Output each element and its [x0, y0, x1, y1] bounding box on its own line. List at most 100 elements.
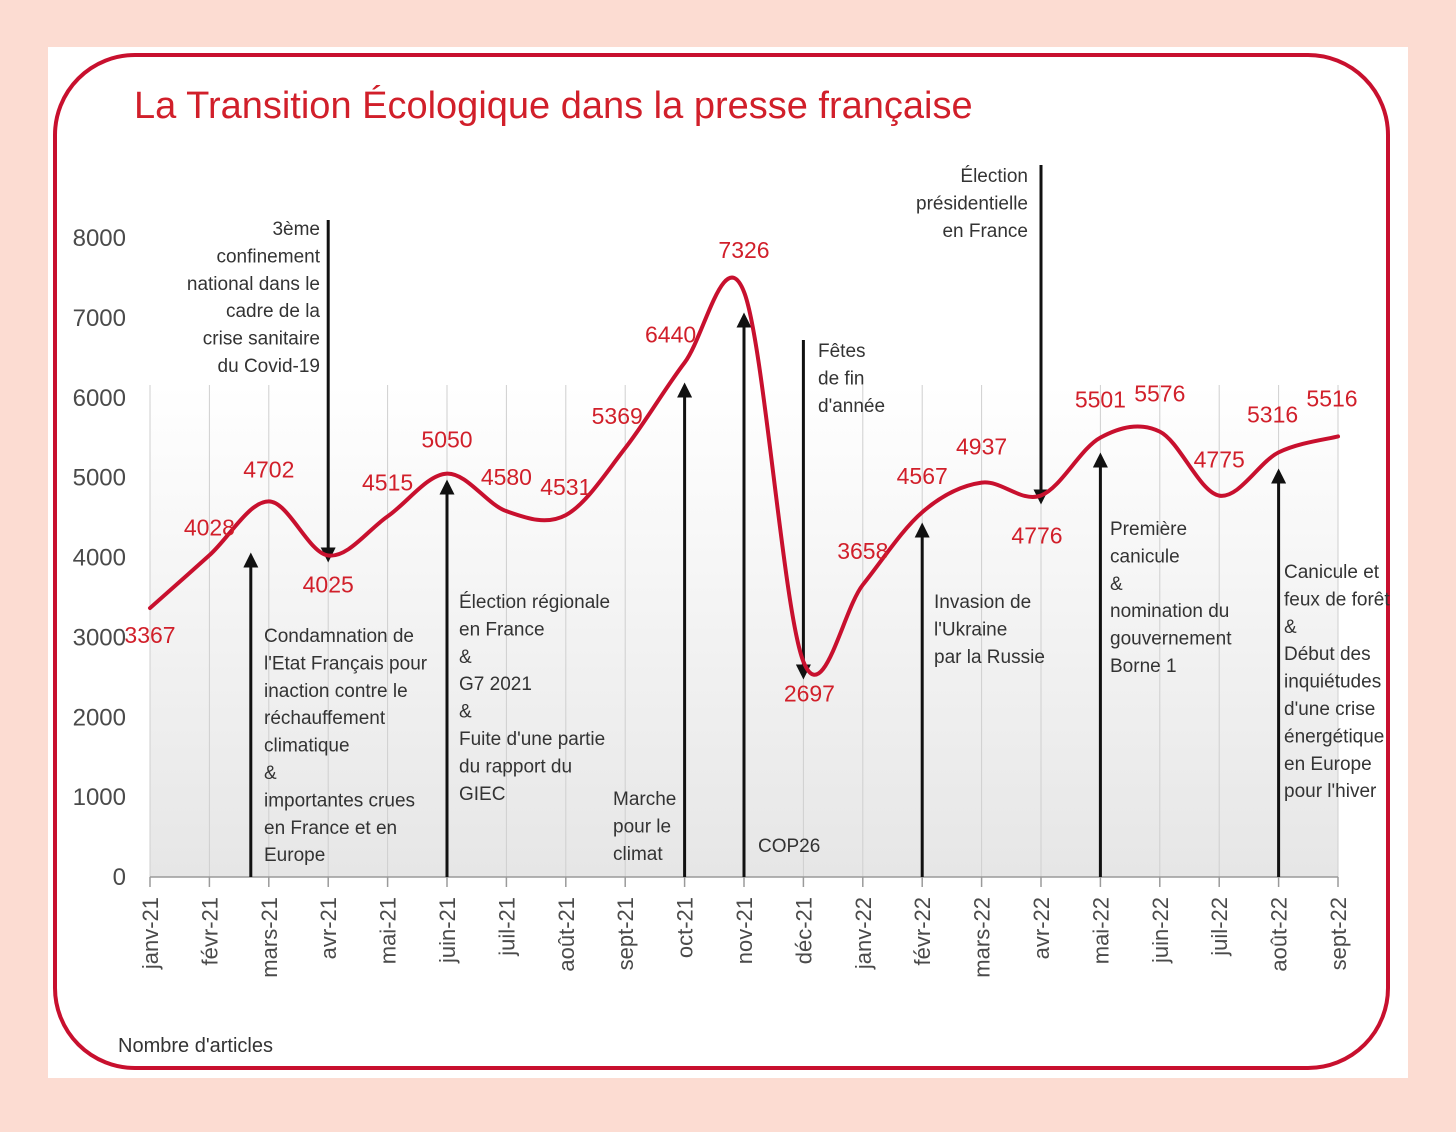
data-label: 4025	[303, 572, 354, 598]
data-label: 3658	[837, 538, 888, 564]
x-tick-label: mars-22	[970, 897, 995, 978]
annotation-text: confinement	[216, 246, 320, 267]
data-label: 5516	[1306, 385, 1357, 411]
annotation-text: G7 2021	[459, 674, 532, 695]
annotation-text: &	[264, 763, 277, 784]
annotation-text: en France	[459, 619, 545, 640]
annotation-text: d'année	[818, 396, 885, 417]
data-point	[862, 584, 864, 586]
data-point	[446, 473, 448, 475]
data-point	[505, 510, 507, 512]
y-tick-label: 4000	[73, 545, 126, 572]
data-label: 4702	[243, 456, 294, 482]
annotation-text: de fin	[818, 368, 864, 389]
y-tick-label: 6000	[73, 385, 126, 412]
x-tick-label: sept-21	[613, 897, 638, 970]
annotation-text: crise sanitaire	[203, 329, 320, 350]
annotation-text: COP26	[758, 836, 820, 857]
chart-title: La Transition Écologique dans la presse …	[134, 84, 973, 127]
card-frame	[53, 53, 1390, 1070]
data-point	[743, 291, 745, 293]
annotation-text: du rapport du	[459, 756, 572, 777]
data-point	[1278, 451, 1280, 453]
data-point	[624, 447, 626, 449]
y-tick-label: 2000	[73, 704, 126, 731]
annotation-text: Condamnation de	[264, 626, 414, 647]
x-tick-label: mai-21	[376, 897, 401, 964]
annotation-text: pour le	[613, 816, 671, 837]
annotation-text: feux de forêt	[1284, 589, 1390, 610]
annotation-text: d'une crise	[1284, 699, 1375, 720]
annotation-text: inaction contre le	[264, 681, 408, 702]
x-tick-label: févr-21	[197, 897, 222, 965]
annotation-text: Marche	[613, 789, 676, 810]
data-point	[1337, 435, 1339, 437]
annotation-text: &	[1110, 574, 1123, 595]
data-point	[802, 661, 804, 663]
data-label: 5576	[1134, 381, 1185, 407]
x-tick-label: févr-22	[910, 897, 935, 965]
x-tick-label: juin-22	[1148, 897, 1173, 964]
data-label: 4776	[1011, 523, 1062, 549]
annotation-text: Europe	[264, 845, 325, 866]
annotation-text: Fêtes	[818, 341, 866, 362]
annotation-text: énergétique	[1284, 726, 1384, 747]
annotation-text: importantes crues	[264, 790, 415, 811]
annotation-text: du Covid-19	[218, 356, 320, 377]
annotation-text: Élection régionale	[459, 592, 610, 613]
data-point	[327, 555, 329, 557]
series-line-group	[148, 275, 1340, 677]
annotation-text: inquiétudes	[1284, 672, 1381, 693]
annotation-text: Borne 1	[1110, 656, 1177, 677]
x-tick-label: janv-22	[851, 897, 876, 970]
data-point	[1099, 437, 1101, 439]
x-tick-label: déc-21	[791, 897, 816, 964]
annotation-text: Première	[1110, 519, 1187, 540]
annotation-text: nomination du	[1110, 601, 1229, 622]
annotation-text: présidentielle	[916, 193, 1028, 214]
data-label: 5501	[1075, 387, 1126, 413]
x-tick-label: juin-21	[435, 897, 460, 964]
y-axis: 0 1000 2000 3000 4000 5000 6000 7000 8000	[73, 225, 126, 891]
data-label: 4567	[897, 463, 948, 489]
annotation-text: climat	[613, 844, 663, 865]
x-tick-label: sept-22	[1326, 897, 1351, 970]
annotation-text: réchauffement	[264, 708, 386, 729]
annotation-text: GIEC	[459, 784, 505, 805]
x-tick-label: janv-21	[138, 897, 163, 970]
data-point	[149, 607, 151, 609]
x-axis: janv-21 févr-21 mars-21 avr-21 mai-21 juin-21…	[138, 877, 1351, 978]
data-label: 4515	[362, 469, 413, 495]
data-point	[208, 554, 210, 556]
annotations: Condamnation de l'Etat Français pour inact…	[187, 165, 1390, 877]
y-tick-label: 7000	[73, 305, 126, 332]
annotation-text: climatique	[264, 736, 350, 757]
y-tick-label: 3000	[73, 624, 126, 651]
data-labels: 3367 4028 4702 4025 4515 5050 4580 4531 5369 6440…	[124, 237, 1357, 707]
data-point	[1159, 431, 1161, 433]
data-label: 4775	[1194, 447, 1245, 473]
x-tick-label: mai-22	[1088, 897, 1113, 964]
data-label: 4028	[184, 514, 235, 540]
data-point	[1218, 495, 1220, 497]
x-tick-label: nov-21	[732, 897, 757, 964]
x-tick-label: août-22	[1267, 897, 1292, 972]
x-tick-label: avr-21	[316, 897, 341, 959]
y-tick-label: 1000	[73, 784, 126, 811]
annotation-text: cadre de la	[226, 301, 320, 322]
x-tick-label: juil-22	[1207, 897, 1232, 957]
data-label: 5316	[1247, 401, 1298, 427]
x-tick-label: avr-22	[1029, 897, 1054, 959]
annotation-text: canicule	[1110, 546, 1180, 567]
annotation-text: &	[459, 647, 472, 668]
annotation-text: en France	[942, 221, 1028, 242]
data-label: 3367	[124, 622, 175, 648]
annotation-text: Canicule et	[1284, 562, 1380, 583]
y-tick-label: 5000	[73, 465, 126, 492]
annotation-text: Élection	[960, 166, 1028, 187]
x-tick-label: août-21	[554, 897, 579, 972]
data-label: 7326	[718, 237, 769, 263]
annotation-text: &	[459, 702, 472, 723]
